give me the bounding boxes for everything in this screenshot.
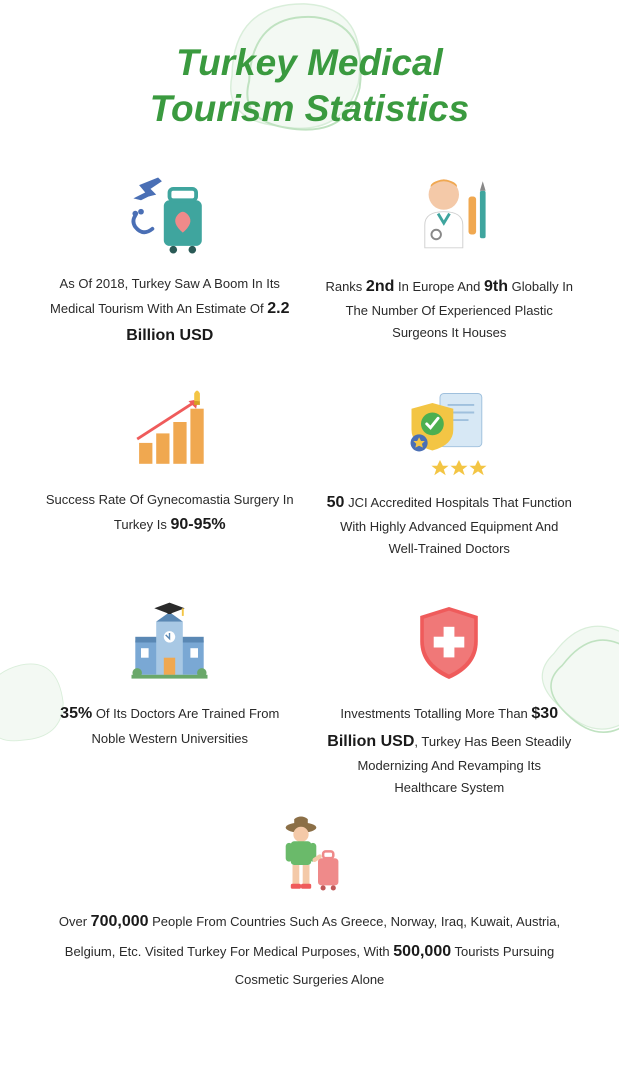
stat-jci-hospitals: 50 JCI Accredited Hospitals That Functio… (325, 384, 575, 560)
stat-visitors: Over 700,000 People From Countries Such … (0, 799, 619, 992)
stat-investments: Investments Totalling More Than $30 Bill… (325, 595, 575, 799)
stat-plastic-surgeons: Ranks 2nd In Europe And 9th Globally In … (325, 168, 575, 349)
title-line1: Turkey Medical (176, 42, 443, 83)
stat-text: Success Rate Of Gynecomastia Surgery In … (45, 489, 295, 538)
certificate-icon (402, 384, 497, 479)
medical-shield-icon (402, 595, 497, 690)
doctor-icon (402, 168, 497, 263)
stat-text: Ranks 2nd In Europe And 9th Globally In … (325, 273, 575, 344)
stat-text: As Of 2018, Turkey Saw A Boom In Its Med… (45, 273, 295, 349)
stat-success-rate: Success Rate Of Gynecomastia Surgery In … (45, 384, 295, 560)
stats-grid: As Of 2018, Turkey Saw A Boom In Its Med… (0, 168, 619, 799)
stat-travel-boom: As Of 2018, Turkey Saw A Boom In Its Med… (45, 168, 295, 349)
travel-medical-icon (122, 168, 217, 263)
stat-text: Investments Totalling More Than $30 Bill… (325, 700, 575, 799)
stat-text: 50 JCI Accredited Hospitals That Functio… (325, 489, 575, 560)
tourist-icon (267, 814, 352, 899)
stat-doctors-trained: 35% Of Its Doctors Are Trained From Nobl… (45, 595, 295, 799)
growth-chart-icon (122, 384, 217, 479)
stat-text: 35% Of Its Doctors Are Trained From Nobl… (45, 700, 295, 749)
university-icon (122, 595, 217, 690)
title-line2: Tourism Statistics (150, 88, 469, 129)
footer-text: Over 700,000 People From Countries Such … (40, 907, 579, 992)
page-title: Turkey Medical Tourism Statistics (0, 0, 619, 168)
